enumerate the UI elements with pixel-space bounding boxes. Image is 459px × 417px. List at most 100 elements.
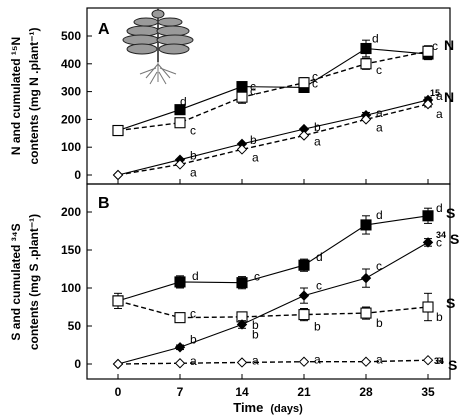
panel-a-sig-letter: a bbox=[376, 106, 383, 120]
plant-illustration bbox=[122, 8, 194, 85]
panel-a-series-line-N-open bbox=[117, 50, 429, 132]
panel-b-sig-letter: a bbox=[190, 354, 197, 368]
panel-b-ytick-label: 150 bbox=[61, 243, 81, 257]
panel-a-ylabel-line2: contents (mg N .plant⁻¹) bbox=[27, 28, 41, 165]
panel-b-point-S-open bbox=[112, 295, 124, 307]
panel-a-sig-letter: c bbox=[312, 76, 318, 90]
panel-a-point-15N-open bbox=[298, 130, 310, 141]
panel-a-sig-letter: d bbox=[180, 95, 187, 109]
panel-a-ytick-label: 400 bbox=[61, 57, 81, 71]
panel-a-point-15N-open bbox=[174, 159, 186, 170]
panel-a-sig-letter: a bbox=[190, 165, 197, 179]
panel-a-label-15n-sup: 15 bbox=[430, 88, 440, 98]
x-tick-label: 21 bbox=[297, 385, 311, 399]
panel-a-point-N-open bbox=[174, 117, 186, 129]
panel-a-series-line-15N-open bbox=[117, 103, 429, 176]
panel-b-point-S-open bbox=[174, 312, 186, 324]
panel-a-sig-letter: a bbox=[252, 150, 259, 164]
panel-b-sig-letter: a bbox=[252, 353, 259, 367]
panel-b-sig-letter: d bbox=[376, 208, 383, 222]
panel-a-point-N-open bbox=[236, 91, 248, 103]
panel-b-sig-letter: a bbox=[376, 353, 383, 367]
panel-a-point-15N-open bbox=[360, 114, 372, 125]
panel-b-sig-letter: b bbox=[376, 316, 383, 330]
panel-b-frame bbox=[86, 183, 451, 380]
x-tick-label: 14 bbox=[235, 385, 249, 399]
panel-a-ylabel-line1: N and cumulated ¹⁵N bbox=[9, 37, 23, 155]
panel-b-ytick-label: 0 bbox=[74, 357, 81, 371]
panel-b-point-S bbox=[236, 277, 248, 289]
panel-b-point-34S-open bbox=[298, 356, 310, 367]
x-axis-title-main: Time bbox=[233, 400, 263, 415]
panel-a-sig-letter: b bbox=[314, 120, 321, 134]
panel-b-label-s-open: S bbox=[446, 295, 455, 311]
panel-a-sig-letter: c bbox=[190, 124, 196, 138]
panel-b-label-34s-main: S bbox=[450, 231, 459, 247]
panel-b-sig-letter: c bbox=[316, 279, 322, 293]
panel-b-sig-letter: b bbox=[252, 327, 259, 341]
panel-b-sig-letter: d bbox=[436, 201, 443, 215]
panel-b-point-S bbox=[422, 210, 434, 222]
panel-b-sig-letter: b bbox=[190, 332, 197, 346]
panel-a-point-N-open bbox=[112, 124, 124, 137]
panel-b-series-line-34S-open bbox=[117, 359, 429, 365]
panel-a-sig-letter: a bbox=[314, 135, 321, 149]
panel-b-point-S bbox=[174, 276, 186, 288]
x-tick-label: 28 bbox=[359, 385, 373, 399]
panel-a-point-N bbox=[174, 104, 186, 116]
panel-a-point-N-open bbox=[422, 45, 434, 57]
x-axis-title-unit: (days) bbox=[270, 403, 303, 415]
panel-b-sig-letter: d bbox=[316, 250, 323, 264]
panel-a-sig-letter: c bbox=[250, 80, 256, 94]
panel-a-series-line-N bbox=[117, 47, 429, 132]
panel-b-point-S-open bbox=[298, 309, 310, 321]
panel-a-point-15N-open bbox=[112, 169, 124, 181]
panel-a-sig-letter: a bbox=[436, 89, 443, 103]
x-tick-label: 7 bbox=[177, 385, 184, 399]
panel-b-ylabel-line2: contents (mg S .plant⁻¹) bbox=[27, 214, 41, 350]
panel-b-sig-letter: c bbox=[190, 307, 196, 321]
panel-b-label-34s-sup: 34 bbox=[436, 230, 446, 240]
panel-a-sig-letter: c bbox=[312, 70, 318, 84]
x-axis-title: Time (days) bbox=[233, 399, 303, 416]
panel-b-sig-letter: d bbox=[192, 269, 199, 283]
panel-a-ytick-label: 0 bbox=[74, 168, 81, 182]
panel-a-letter: A bbox=[98, 21, 110, 38]
panel-b-series-line-S-open bbox=[117, 300, 429, 319]
x-tick-label: 0 bbox=[115, 385, 122, 399]
panel-b-point-S bbox=[360, 219, 372, 231]
panel-b-point-34S-open bbox=[112, 358, 124, 370]
panel-b-sig-letter: c bbox=[436, 235, 442, 249]
panel-b-letter: B bbox=[98, 195, 110, 212]
panel-b-series-line-S bbox=[117, 215, 429, 302]
panel-b-point-34S bbox=[236, 319, 248, 330]
panel-b-sig-letter: c bbox=[254, 270, 260, 284]
panel-b-label-34s-open: 34 S bbox=[434, 351, 457, 373]
panel-b-label-34s-open-main: S bbox=[448, 357, 457, 373]
panel-a-sig-letter: a bbox=[436, 107, 443, 121]
panel-b-point-34S bbox=[422, 237, 434, 248]
panel-a-ytick-label: 200 bbox=[61, 112, 81, 126]
panel-b-point-34S bbox=[174, 342, 186, 353]
panel-b-label-34s-open-sup: 34 bbox=[434, 356, 444, 366]
panel-a-sig-letter: c bbox=[376, 63, 382, 77]
panel-b-sig-letter: b bbox=[314, 320, 321, 334]
panel-b-sig-letter: b bbox=[436, 310, 443, 324]
panel-a-sig-letter: b bbox=[250, 133, 257, 147]
panel-b-point-34S-open bbox=[422, 354, 434, 366]
panel-b-point-34S-open bbox=[174, 358, 186, 369]
panel-a-sig-letter: c bbox=[250, 84, 256, 98]
panel-b-label-s: S bbox=[446, 205, 455, 221]
panel-a-ytick-label: 500 bbox=[61, 29, 81, 43]
panel-b-label-34s: 34 S bbox=[436, 225, 459, 247]
panel-b-series-line-34S bbox=[117, 241, 429, 365]
panel-b-point-S bbox=[298, 259, 310, 271]
panel-a-point-15N-open bbox=[422, 98, 434, 110]
panel-b-sig-letter: c bbox=[376, 259, 382, 273]
panel-a-sig-letter: b bbox=[190, 149, 197, 163]
panel-b-point-34S-open bbox=[360, 356, 372, 367]
panel-a-point-N-open bbox=[298, 77, 310, 89]
panel-a-ytick-label: 300 bbox=[61, 85, 81, 99]
panel-b-point-S-open bbox=[360, 307, 372, 319]
